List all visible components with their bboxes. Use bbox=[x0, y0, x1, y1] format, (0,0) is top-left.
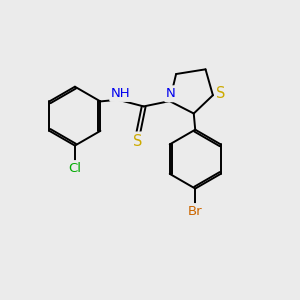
Text: Cl: Cl bbox=[68, 162, 81, 175]
Text: S: S bbox=[133, 134, 142, 149]
Text: NH: NH bbox=[111, 87, 131, 100]
Text: N: N bbox=[166, 87, 176, 100]
Text: Br: Br bbox=[188, 205, 203, 218]
Text: S: S bbox=[217, 86, 226, 101]
